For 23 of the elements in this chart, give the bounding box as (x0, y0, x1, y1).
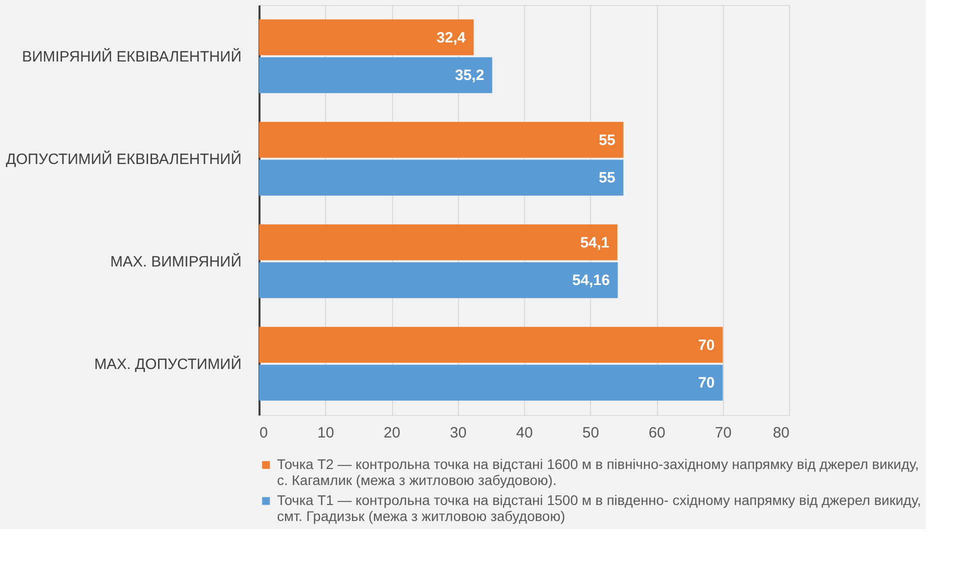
x-tick-label: 50 (582, 424, 600, 442)
data-label: 55 (598, 132, 616, 149)
y-tick-label: ДОПУСТИМИЙ ЕКВІВАЛЕНТНИЙ (6, 150, 242, 168)
x-tick-label: 80 (772, 424, 790, 442)
x-tick-label: 70 (714, 424, 732, 442)
data-label: 55 (598, 170, 616, 187)
data-label: 54,16 (572, 272, 610, 290)
data-label: 70 (698, 374, 715, 392)
y-tick-label: MAX. ВИМІРЯНИЙ (110, 252, 242, 270)
x-tick-label: 30 (450, 424, 467, 442)
x-tick-label: 0 (260, 424, 268, 442)
legend-label: Точка Т2 — контрольна точка на відстані 1600 м в північно-західному напрямку від джерел викиду, с. Кагамлик (межа з житловою забудовою). (277, 456, 919, 488)
data-label: 35,2 (454, 67, 484, 84)
x-tick-label: 60 (648, 424, 666, 442)
legend-label: Точка Т1 — контрольна точка на відстані 1500 м в південно- східному напрямку від джерел викиду, смт. Градизьк (межа з житловою забудовою) (277, 492, 921, 524)
x-tick-label: 10 (317, 424, 334, 442)
x-tick-label: 40 (516, 424, 533, 442)
data-label: 54,1 (580, 234, 610, 252)
data-label: 70 (698, 336, 715, 354)
x-tick-label: 20 (384, 424, 400, 442)
y-tick-label: ВИМІРЯНИЙ ЕКВІВАЛЕНТНИЙ (22, 47, 242, 66)
data-label: 32,4 (436, 29, 466, 46)
y-tick-label: MAX. ДОПУСТИМИЙ (94, 354, 242, 373)
